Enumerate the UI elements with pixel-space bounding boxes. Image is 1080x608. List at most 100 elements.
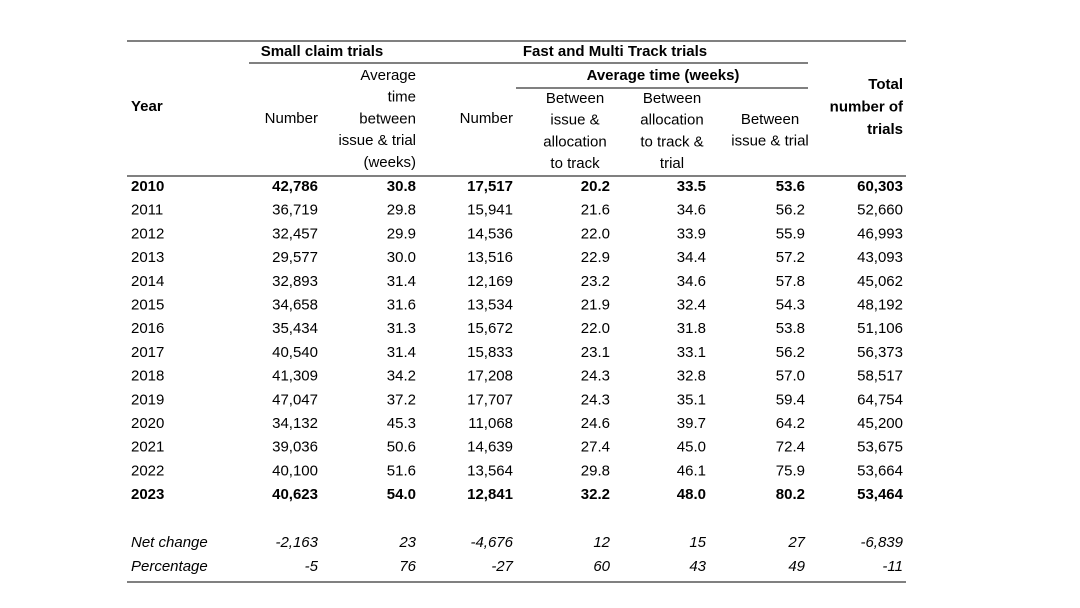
cell: 52,660 — [857, 202, 903, 219]
cell: -2,163 — [275, 534, 318, 551]
cell: 34.2 — [387, 368, 416, 385]
cell: -11 — [882, 558, 903, 575]
column-header: Between — [643, 90, 701, 107]
cell: 15,833 — [467, 344, 513, 361]
column-header: time — [388, 89, 416, 106]
cell: 36,719 — [272, 202, 318, 219]
cell: 40,540 — [272, 344, 318, 361]
row-header: Percentage — [131, 558, 208, 575]
cell: 32,893 — [272, 273, 318, 290]
cell: 72.4 — [776, 439, 805, 456]
cell: 33.5 — [677, 178, 706, 195]
cell: 48,192 — [857, 296, 903, 313]
cell: 54.3 — [776, 296, 805, 313]
column-header: to track — [550, 155, 600, 172]
cell: 31.8 — [677, 320, 706, 337]
cell: 21.6 — [581, 202, 610, 219]
cell: 53.6 — [776, 178, 805, 195]
cell: 55.9 — [776, 225, 805, 242]
row-header: Net change — [131, 534, 208, 551]
cell: 46,993 — [857, 225, 903, 242]
cell: 48.0 — [677, 486, 706, 503]
cell: 29,577 — [272, 249, 318, 266]
cell: 31.4 — [387, 344, 416, 361]
cell: 41,309 — [272, 368, 318, 385]
column-header: Between — [741, 111, 799, 128]
cell: 34.6 — [677, 273, 706, 290]
cell: 32.8 — [677, 368, 706, 385]
cell: 45.3 — [387, 415, 416, 432]
cell: 45,062 — [857, 273, 903, 290]
cell: 22.9 — [581, 249, 610, 266]
cell: -6,839 — [860, 534, 903, 551]
cell: 13,564 — [467, 462, 513, 479]
cell: 32.2 — [581, 486, 610, 503]
cell: 29.9 — [387, 225, 416, 242]
cell: 34,658 — [272, 296, 318, 313]
cell: -5 — [305, 558, 319, 575]
cell: 34.4 — [677, 249, 706, 266]
cell: 47,047 — [272, 391, 318, 408]
cell: 51,106 — [857, 320, 903, 337]
cell: 22.0 — [581, 320, 610, 337]
cell: 23.2 — [581, 273, 610, 290]
cell: 11,068 — [468, 415, 513, 432]
cell: 31.4 — [387, 273, 416, 290]
row-header: 2017 — [131, 344, 164, 361]
row-header: 2022 — [131, 462, 164, 479]
cell: 29.8 — [387, 202, 416, 219]
cell: 15 — [689, 534, 706, 551]
cell: 51.6 — [387, 462, 416, 479]
cell: 53,464 — [857, 486, 904, 503]
cell: 39,036 — [272, 439, 318, 456]
cell: 13,534 — [467, 296, 513, 313]
column-header: issue & trial — [731, 133, 809, 150]
row-header: 2011 — [131, 202, 163, 219]
cell: 12,169 — [467, 273, 513, 290]
cell: 17,707 — [467, 391, 513, 408]
cell: 17,517 — [467, 178, 513, 195]
row-header: 2010 — [131, 178, 164, 195]
cell: 32,457 — [272, 225, 318, 242]
cell: 75.9 — [776, 462, 805, 479]
row-header: 2013 — [131, 249, 164, 266]
row-header: 2021 — [131, 439, 164, 456]
cell: 80.2 — [776, 486, 805, 503]
column-header: (weeks) — [363, 154, 416, 171]
cell: 30.0 — [387, 249, 416, 266]
row-header: 2018 — [131, 368, 164, 385]
cell: 57.2 — [776, 249, 805, 266]
cell: 13,516 — [467, 249, 513, 266]
column-header: issue & trial — [338, 132, 416, 149]
cell: 12,841 — [467, 486, 513, 503]
cell: 43,093 — [857, 249, 903, 266]
column-header: Average — [360, 67, 416, 84]
cell: -27 — [491, 558, 513, 575]
column-header: Number — [460, 110, 513, 127]
column-header: Between — [546, 90, 604, 107]
column-header: number of — [830, 98, 904, 115]
cell: 49 — [788, 558, 805, 575]
cell: 60,303 — [857, 178, 903, 195]
cell: 53.8 — [776, 320, 805, 337]
column-header: trials — [867, 121, 903, 138]
row-header: 2016 — [131, 320, 164, 337]
cell: 57.8 — [776, 273, 805, 290]
row-header: 2012 — [131, 225, 164, 242]
cell: 42,786 — [272, 178, 318, 195]
cell: 21.9 — [581, 296, 610, 313]
column-header: Number — [265, 110, 318, 127]
column-header: issue & — [550, 112, 599, 129]
cell: 27.4 — [581, 439, 610, 456]
row-header: 2020 — [131, 415, 164, 432]
cell: 17,208 — [467, 368, 513, 385]
row-header: 2019 — [131, 391, 164, 408]
cell: 15,672 — [467, 320, 513, 337]
cell: 64.2 — [776, 415, 805, 432]
cell: 54.0 — [387, 486, 416, 503]
cell: 33.1 — [677, 344, 706, 361]
column-header: trial — [660, 155, 684, 172]
cell: -4,676 — [470, 534, 513, 551]
column-header: allocation — [543, 133, 606, 150]
cell: 58,517 — [857, 368, 903, 385]
